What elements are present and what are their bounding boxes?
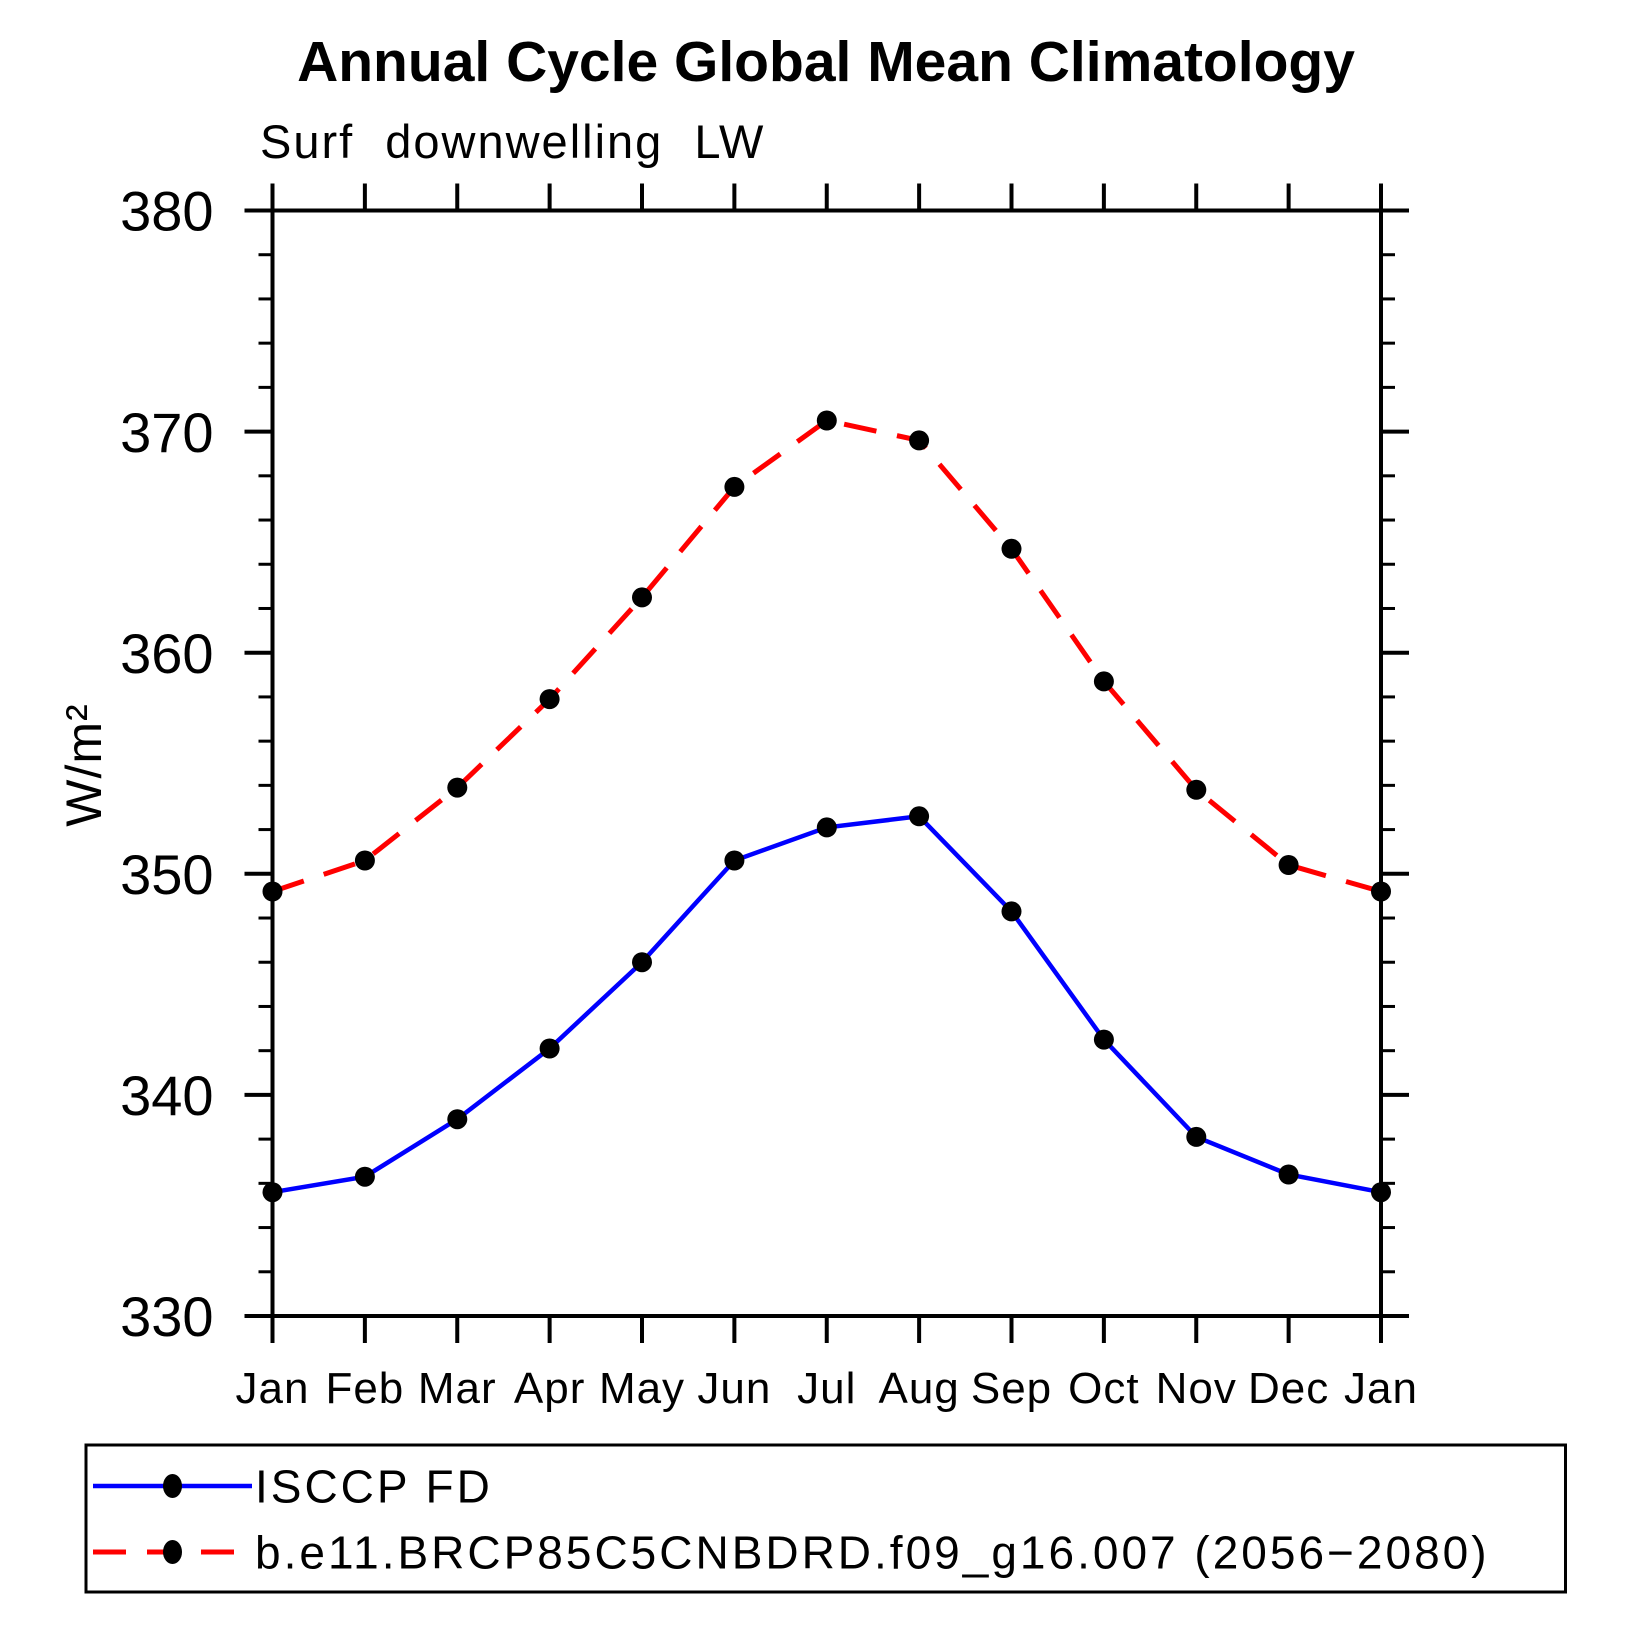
x-tick-label: Apr xyxy=(514,1364,585,1413)
x-tick-label: Jan xyxy=(236,1364,310,1413)
x-tick-label: Oct xyxy=(1068,1364,1139,1413)
x-tick-label: Jul xyxy=(797,1364,856,1413)
x-tick-label: Aug xyxy=(878,1364,959,1413)
data-point-marker xyxy=(1093,671,1114,692)
data-point-marker xyxy=(1278,1164,1299,1185)
legend-label-model: b.e11.BRCP85C5CNBDRD.f09_g16.007 (2056−2… xyxy=(255,1527,1490,1579)
data-point-marker xyxy=(909,806,930,827)
x-tick-label: Mar xyxy=(418,1364,497,1413)
data-point-marker xyxy=(447,1109,468,1130)
x-tick-label: Sep xyxy=(971,1364,1052,1413)
chart-title: Annual Cycle Global Mean Climatology xyxy=(297,30,1355,94)
data-point-marker xyxy=(1278,855,1299,875)
legend-marker-isccp xyxy=(163,1474,182,1498)
x-tick-label: Feb xyxy=(325,1364,404,1413)
data-point-marker xyxy=(1186,1126,1207,1147)
series-line-0 xyxy=(272,813,1382,1195)
x-tick-label: Nov xyxy=(1156,1364,1237,1413)
data-point-marker xyxy=(724,850,745,871)
data-point-marker xyxy=(1001,901,1022,922)
data-point-marker xyxy=(1186,779,1207,800)
x-tick-label: Dec xyxy=(1248,1364,1329,1413)
plot-frame xyxy=(270,208,1383,1318)
x-tick-label: Jan xyxy=(1344,1364,1418,1413)
plot-axes: Jan Feb Mar Apr May Jun Jul Aug Sep Oct Nov Dec Jan 3… xyxy=(120,180,1418,1413)
data-point-marker xyxy=(632,587,652,608)
x-tick-label: May xyxy=(599,1364,685,1413)
data-point-marker xyxy=(724,476,745,497)
y-tick-label: 340 xyxy=(120,1064,213,1127)
data-point-marker xyxy=(816,410,837,431)
data-point-marker xyxy=(1093,1029,1114,1050)
legend-box xyxy=(84,1443,1567,1594)
y-tick-label: 330 xyxy=(120,1285,213,1348)
legend-label-isccp: ISCCP FD xyxy=(255,1461,493,1513)
y-tick-label: 360 xyxy=(120,622,213,685)
data-point-marker xyxy=(447,777,468,798)
data-point-marker xyxy=(909,430,930,451)
data-point-marker xyxy=(354,1166,375,1187)
y-tick-label: 380 xyxy=(120,180,213,243)
data-point-marker xyxy=(539,689,560,710)
data-point-marker xyxy=(354,850,375,871)
data-point-marker xyxy=(632,952,652,973)
chart-subtitle: Surf downwelling LW xyxy=(260,115,765,168)
data-point-marker xyxy=(539,1038,560,1059)
legend-marker-model xyxy=(163,1540,182,1564)
y-tick-label: 370 xyxy=(120,401,213,464)
y-axis-title: W/m² xyxy=(56,703,112,826)
x-tick-label: Jun xyxy=(697,1364,771,1413)
legend: ISCCP FD b.e11.BRCP85C5CNBDRD.f09_g16.00… xyxy=(84,1443,1567,1594)
data-series xyxy=(262,410,1391,1203)
data-point-marker xyxy=(1001,538,1022,559)
data-point-marker xyxy=(816,817,837,838)
y-tick-label: 350 xyxy=(120,843,213,906)
